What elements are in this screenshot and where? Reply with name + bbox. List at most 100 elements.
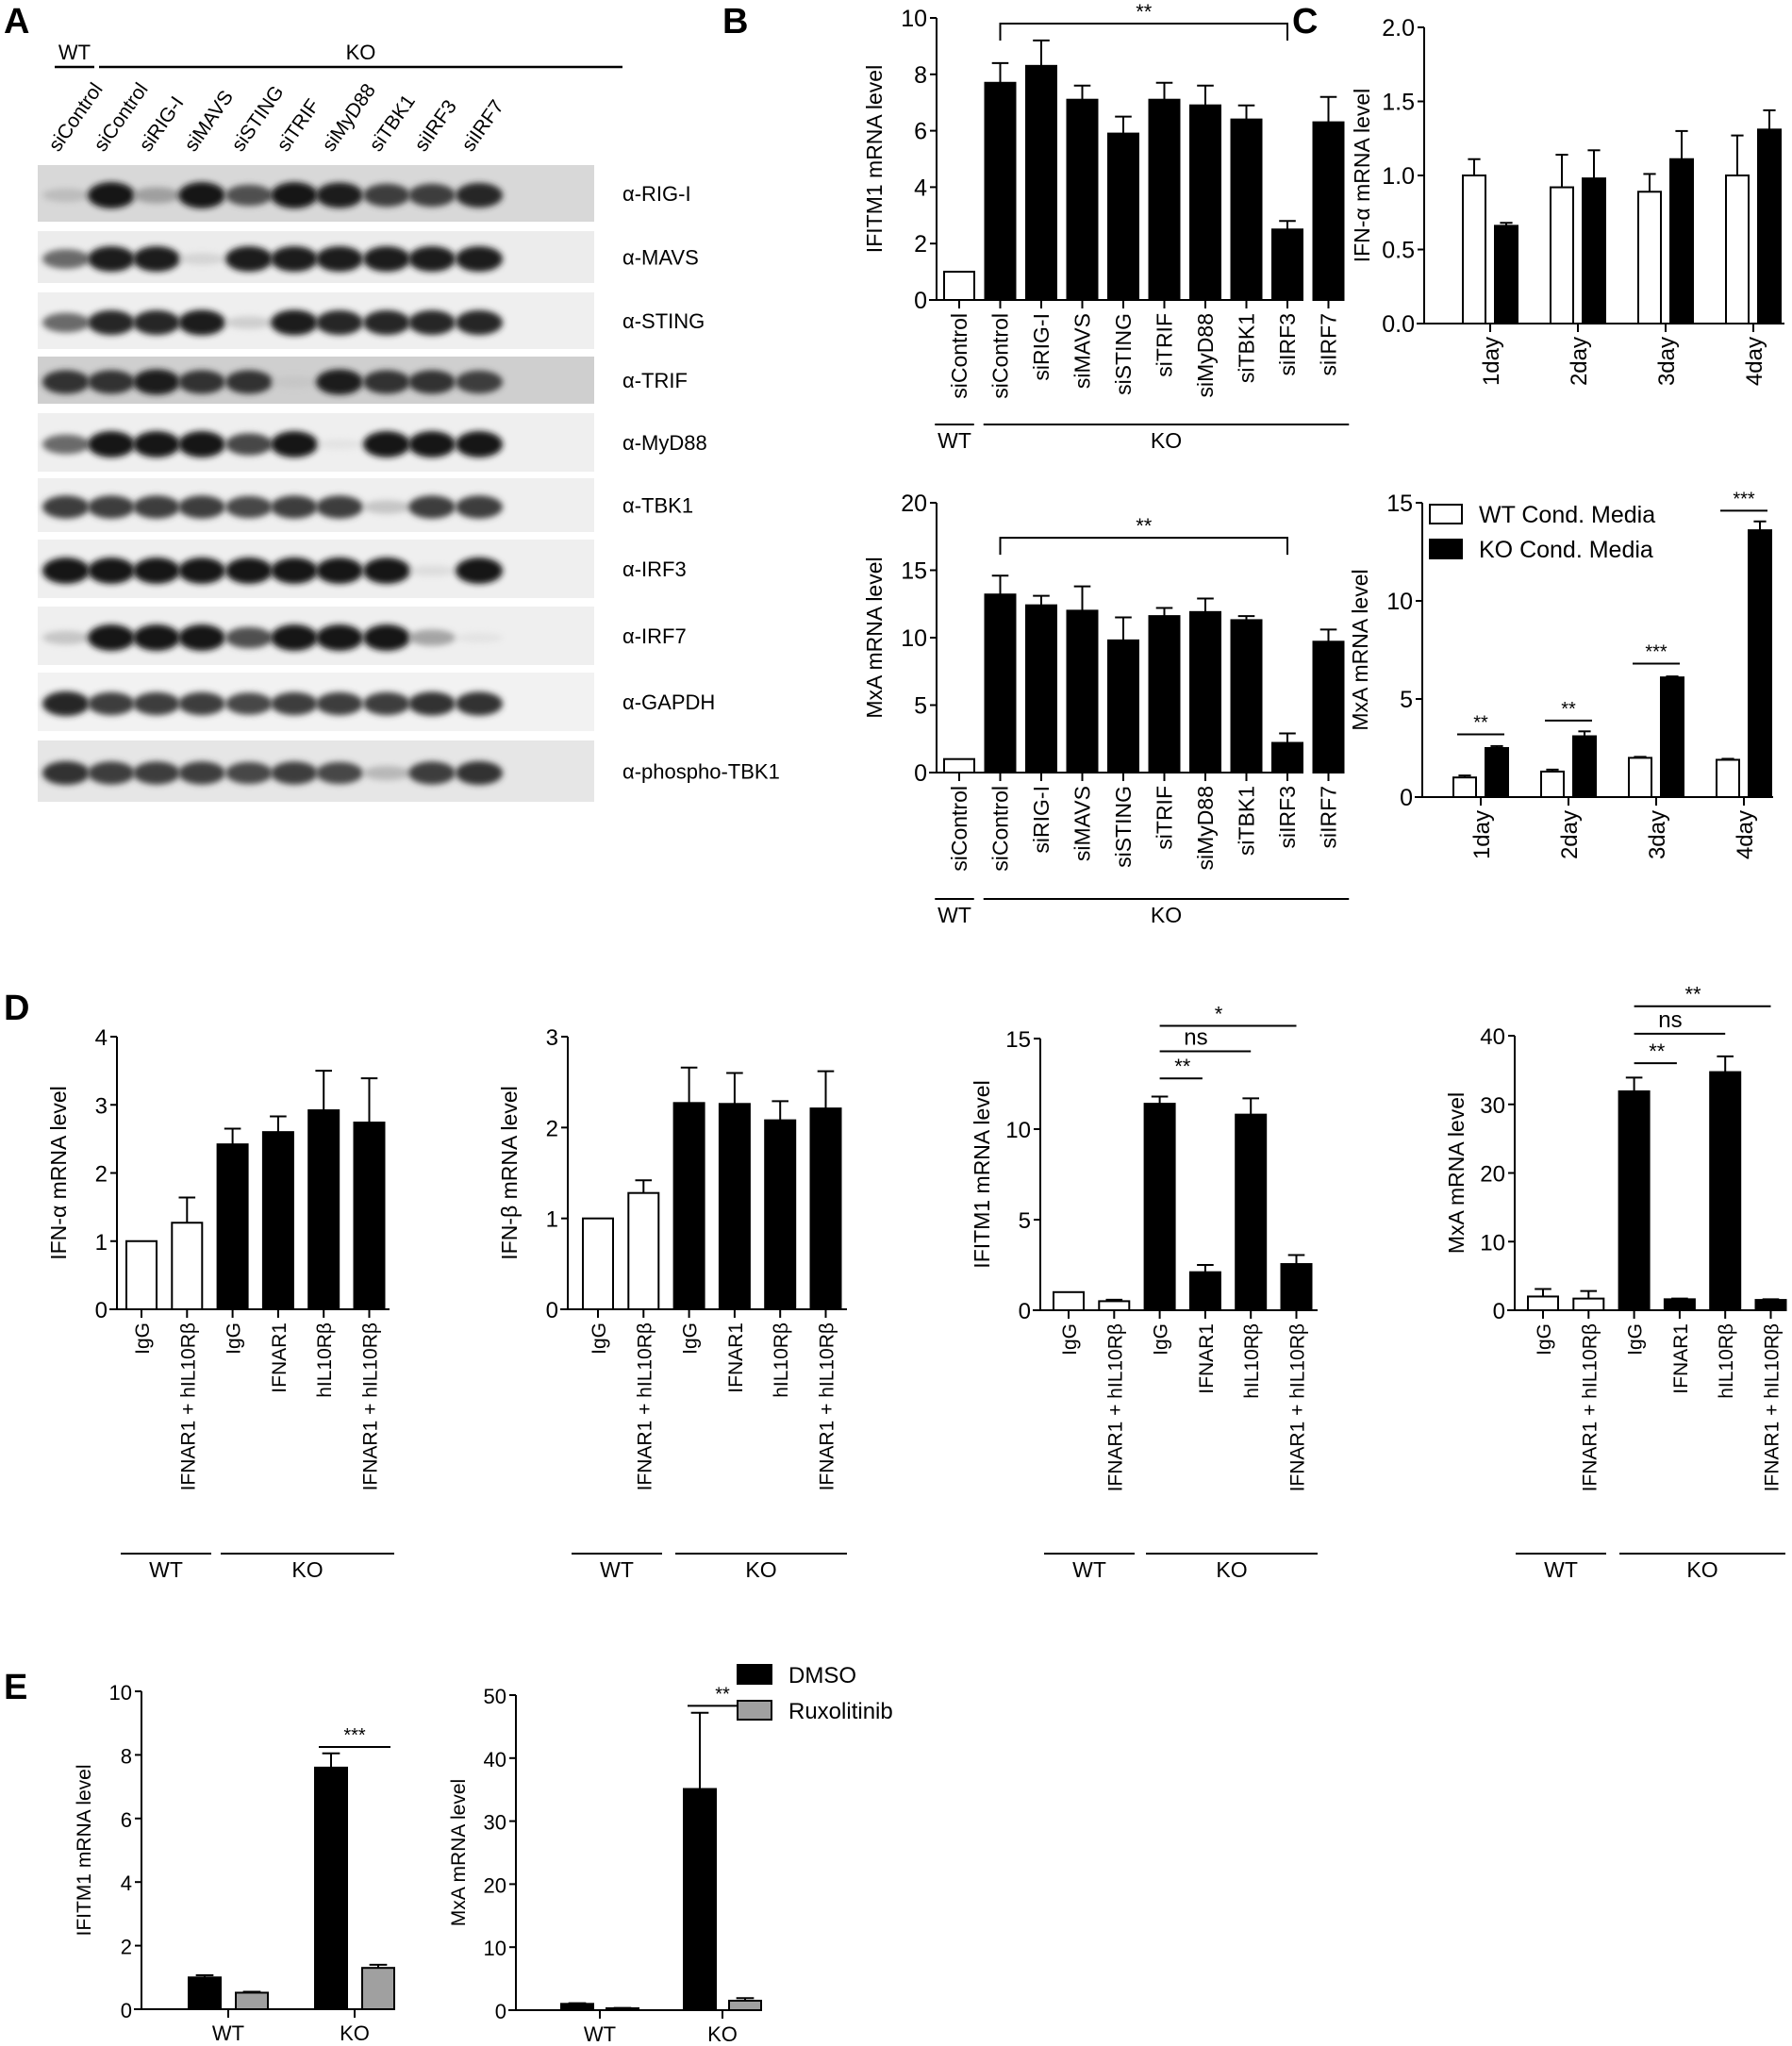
blot-antibody-label: α-MAVS (622, 246, 699, 270)
blot-antibody-label: α-TBK1 (622, 494, 693, 518)
x-tick-label: siControl (988, 786, 1013, 872)
significance-label: ** (715, 1684, 730, 1705)
bar-ko-cond-media (1485, 747, 1509, 798)
y-tick-label: 15 (901, 558, 927, 585)
y-axis-label: MxA mRNA level (1348, 569, 1372, 730)
blot-band (456, 632, 503, 643)
blot-band (225, 557, 273, 584)
significance-label: ns (1184, 1024, 1207, 1050)
y-tick-label: 20 (1480, 1162, 1505, 1188)
western-blot-panel: WT KOsiControlsiControlsiRIG-IsiMAVSsiSTI… (38, 41, 780, 802)
x-tick-label: IFNAR1 + hIL10Rβ (1104, 1323, 1126, 1491)
bar (1271, 741, 1303, 773)
chart-e2: 0 10 20 30 40 50 MxA mRNA level WT KO ** DMSO Ruxol… (448, 1663, 893, 2046)
bar (1066, 609, 1099, 774)
chart-legend: DMSO Ruxolitinib (737, 1663, 893, 1724)
blot-band (88, 624, 135, 651)
x-tick-label: hIL10Rβ (1241, 1323, 1263, 1399)
panel-letter-e: E (4, 1668, 28, 1707)
bar-ko-cond-media (1669, 158, 1694, 324)
blot-band (316, 182, 363, 208)
blot-band (133, 557, 180, 584)
bar (943, 271, 975, 302)
blot-band (363, 500, 410, 514)
blot-band (178, 431, 225, 457)
y-tick-label: 1 (546, 1207, 558, 1233)
bar (984, 593, 1017, 773)
x-tick-label: 2day (1557, 810, 1583, 859)
x-tick-label: 4day (1742, 337, 1767, 386)
bar (307, 1109, 340, 1311)
blot-band (271, 624, 318, 651)
y-tick-label: 5 (1400, 687, 1413, 713)
blot-antibody-label: α-TRIF (622, 369, 688, 392)
bar (582, 1217, 614, 1310)
y-tick-label: 10 (901, 6, 927, 32)
chart-b2: 0 5 10 15 20 MxA mRNA level siControl siControl… (862, 491, 1350, 927)
legend-label: DMSO (788, 1663, 856, 1688)
y-axis-label: MxA mRNA level (1444, 1092, 1468, 1254)
bar (171, 1222, 204, 1311)
x-tick-label: IFNAR1 (1670, 1323, 1692, 1394)
blot-band (408, 565, 456, 576)
y-tick-label: 0 (546, 1298, 558, 1323)
blot-band (133, 624, 180, 651)
y-tick-label: 0 (1019, 1299, 1031, 1324)
bar (1066, 98, 1099, 301)
group-label: WT (1544, 1557, 1578, 1582)
x-tick-label: siMyD88 (1193, 786, 1218, 870)
blot-band (42, 370, 90, 394)
blot-band (456, 557, 503, 584)
bar-wt-cond-media (1452, 776, 1477, 799)
bar (1025, 64, 1057, 301)
x-tick-label: siTRIF (1153, 786, 1177, 850)
x-tick-label: KO (707, 2022, 738, 2046)
y-axis-label: IFN-α mRNA level (46, 1086, 71, 1260)
x-tick-label: IFNAR1 (269, 1322, 290, 1393)
y-tick-label: 0.0 (1382, 311, 1415, 338)
legend-swatch (737, 1700, 772, 1721)
y-tick-label: 10 (484, 1937, 506, 1960)
significance-label: *** (343, 1725, 366, 1746)
legend-swatch (1429, 539, 1463, 559)
x-tick-label: WT (212, 2021, 244, 2045)
blot-band (88, 431, 135, 457)
x-tick-label: siTRIF (1153, 313, 1177, 377)
blot-strip (38, 165, 594, 222)
blot-band (271, 691, 318, 716)
y-tick-label: 1 (95, 1230, 108, 1256)
bar-wt-cond-media (1637, 191, 1662, 324)
bar (1230, 619, 1263, 773)
blot-band (316, 557, 363, 584)
blot-antibody-label: α-GAPDH (622, 690, 715, 714)
blot-band (271, 245, 318, 273)
y-tick-label: 2 (121, 1936, 132, 1959)
blot-band (88, 182, 135, 208)
chart-d1: 0 1 2 3 4 IFN-α mRNA level IgG IFNAR1 + hIL10Rβ… (46, 1025, 394, 1582)
blot-band (178, 691, 225, 716)
bar-ruxolitinib (361, 1967, 395, 2010)
bar-ruxolitinib (235, 1991, 269, 2011)
blot-band (42, 557, 90, 584)
x-tick-label: hIL10Rβ (314, 1322, 336, 1398)
blot-strip (38, 607, 594, 665)
blot-band (133, 369, 180, 395)
blot-strip (38, 357, 594, 404)
x-tick-label: 1day (1469, 810, 1495, 859)
y-tick-label: 2 (95, 1162, 108, 1188)
y-tick-label: 0 (1493, 1299, 1505, 1324)
blot-band (225, 692, 273, 715)
x-tick-label: 1day (1479, 337, 1504, 386)
group-label-ko: KO (346, 41, 376, 64)
blot-band (316, 624, 363, 651)
bar (1148, 615, 1181, 773)
blot-band (42, 690, 90, 717)
x-tick-label: siRIG-I (1029, 313, 1054, 381)
blot-band (408, 691, 456, 716)
blot-band (363, 183, 410, 208)
blot-band (456, 182, 503, 208)
x-tick-label: KO (340, 2021, 370, 2045)
y-tick-label: 30 (1480, 1093, 1505, 1119)
y-tick-label: 30 (484, 1811, 506, 1835)
